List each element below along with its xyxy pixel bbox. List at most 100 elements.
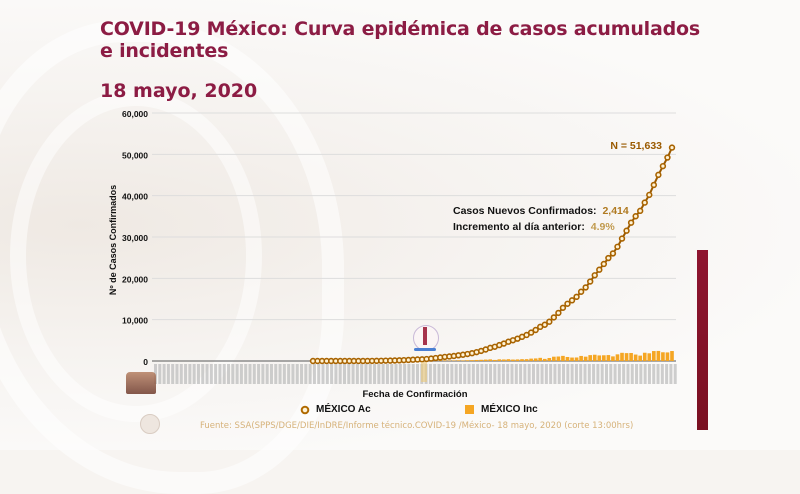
incident-bar <box>593 355 597 361</box>
x-tick-label <box>330 364 333 384</box>
x-tick-label <box>588 364 591 384</box>
x-tick-label <box>665 364 668 384</box>
x-tick-label <box>661 364 664 384</box>
cumulative-point <box>556 311 561 316</box>
x-tick-label <box>498 364 501 384</box>
incident-bar <box>457 360 461 361</box>
legend-label-incident: MÉXICO Inc <box>481 404 538 415</box>
x-tick-label <box>575 364 578 384</box>
svg-text:Casos Nuevos Confirmados:: Casos Nuevos Confirmados: 2,414 <box>453 205 629 217</box>
x-tick-label <box>244 364 247 384</box>
x-tick-label <box>631 364 634 384</box>
incident-bar <box>475 360 479 361</box>
x-tick-label <box>322 364 325 384</box>
x-tick-label <box>193 364 196 384</box>
x-tick-label <box>158 364 161 384</box>
x-axis-label: Fecha de Confirmación <box>362 389 467 400</box>
y-tick-label: 60,000 <box>122 109 148 119</box>
x-tick-label <box>614 364 617 384</box>
x-tick-label <box>442 364 445 384</box>
cumulative-point <box>642 200 647 205</box>
x-tick-label <box>459 364 462 384</box>
incident-bar <box>588 355 592 361</box>
square-marker-icon <box>465 405 475 415</box>
incident-bar <box>538 358 542 361</box>
mascot-figure <box>423 327 427 345</box>
incident-bar <box>597 355 601 361</box>
x-tick-label <box>571 364 574 384</box>
incident-bar <box>620 353 624 361</box>
x-tick-label <box>644 364 647 384</box>
cumulative-point <box>601 262 606 267</box>
x-tick-label <box>541 364 544 384</box>
incident-bar <box>470 360 474 361</box>
legend-item-incident: MÉXICO Inc <box>465 404 538 415</box>
x-tick-label <box>622 364 625 384</box>
phase-marker-line <box>421 362 427 382</box>
incident-bar <box>516 359 520 361</box>
incident-bar <box>625 353 629 361</box>
institution-logo <box>126 372 156 394</box>
x-tick-label <box>579 364 582 384</box>
cumulative-point <box>620 236 625 241</box>
x-tick-label <box>493 364 496 384</box>
x-tick-label <box>309 364 312 384</box>
incident-bar <box>443 360 447 361</box>
x-tick-label <box>601 364 604 384</box>
cumulative-point <box>533 328 538 333</box>
x-tick-label <box>236 364 239 384</box>
x-axis-date-labels <box>154 364 677 384</box>
x-tick-label <box>167 364 170 384</box>
x-tick-label <box>210 364 213 384</box>
x-tick-label <box>463 364 466 384</box>
x-tick-label <box>218 364 221 384</box>
incident-bar <box>652 351 656 361</box>
x-tick-label <box>347 364 350 384</box>
x-tick-label <box>510 364 513 384</box>
x-tick-label <box>180 364 183 384</box>
x-tick-label <box>373 364 376 384</box>
incident-bar <box>670 351 674 361</box>
x-tick-label <box>562 364 565 384</box>
x-tick-label <box>446 364 449 384</box>
x-tick-label <box>528 364 531 384</box>
cumulative-point <box>647 192 652 197</box>
x-tick-label <box>626 364 629 384</box>
x-tick-label <box>360 364 363 384</box>
cumulative-point <box>638 208 643 213</box>
x-tick-label <box>549 364 552 384</box>
x-tick-label <box>296 364 299 384</box>
x-tick-label <box>248 364 251 384</box>
incident-bar <box>570 358 574 361</box>
x-tick-label <box>253 364 256 384</box>
x-tick-label <box>266 364 269 384</box>
cumulative-point <box>606 256 611 261</box>
incident-bar <box>575 357 579 361</box>
x-tick-label <box>395 364 398 384</box>
x-tick-label <box>175 364 178 384</box>
cumulative-point <box>592 273 597 278</box>
x-tick-label <box>592 364 595 384</box>
increase-value: 4.9% <box>591 221 616 233</box>
x-tick-label <box>270 364 273 384</box>
x-tick-label <box>240 364 243 384</box>
x-tick-label <box>515 364 518 384</box>
accent-bar <box>697 250 708 430</box>
incident-bar <box>511 360 515 361</box>
x-tick-label <box>618 364 621 384</box>
incident-bar <box>602 355 606 361</box>
increase-label: Incremento al día anterior: <box>453 221 585 233</box>
x-tick-label <box>639 364 642 384</box>
cumulative-point <box>551 315 556 320</box>
cumulative-point <box>561 305 566 310</box>
x-tick-label <box>450 364 453 384</box>
cumulative-point <box>588 279 593 284</box>
incident-bar <box>552 357 556 361</box>
x-tick-label <box>369 364 372 384</box>
cumulative-point <box>615 244 620 249</box>
cumulative-point <box>611 251 616 256</box>
incident-bar <box>461 360 465 361</box>
cumulative-point <box>579 289 584 294</box>
legend-item-cumulative: MÉXICO Ac <box>300 404 371 415</box>
